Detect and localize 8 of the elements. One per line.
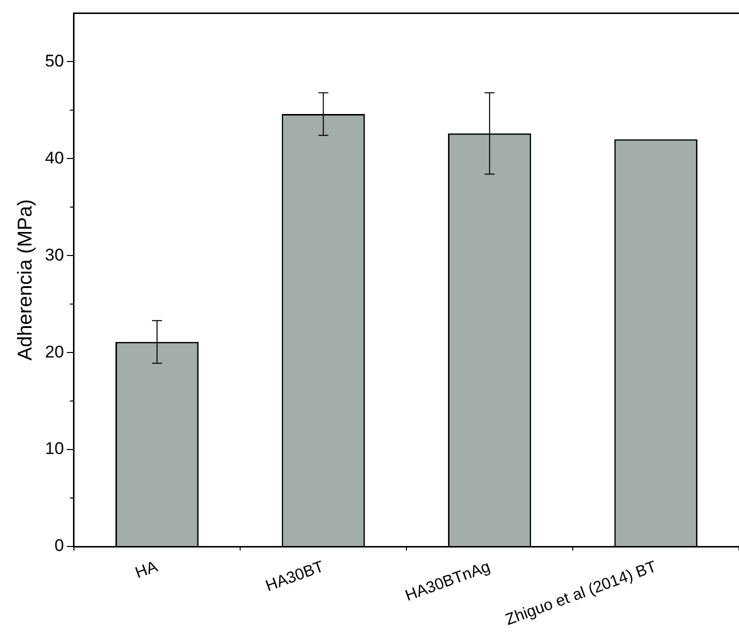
y-tick-label: 20: [44, 342, 64, 362]
y-tick-label: 30: [44, 245, 64, 264]
y-tick-label: 50: [44, 51, 64, 70]
y-tick-label: 40: [44, 148, 64, 168]
y-axis-title: Adherencia (MPa): [14, 199, 37, 360]
y-tick-label: 0: [54, 536, 64, 556]
x-tick-label: HA: [133, 558, 160, 582]
y-tick-label: 10: [44, 439, 64, 458]
